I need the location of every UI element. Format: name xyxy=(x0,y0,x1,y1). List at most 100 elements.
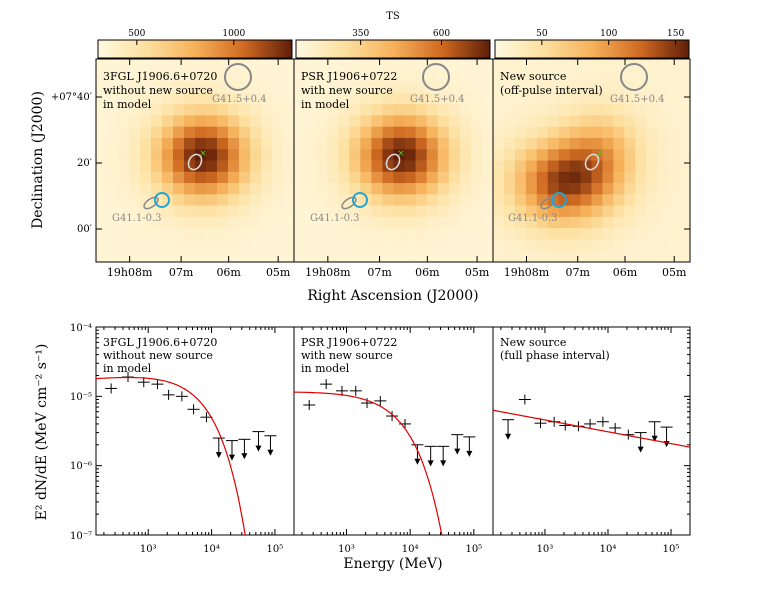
ts-pixel xyxy=(228,228,240,241)
ts-pixel xyxy=(580,239,593,252)
ts-pixel xyxy=(514,183,527,195)
ts-pixel xyxy=(272,216,284,229)
ts-pixel xyxy=(206,137,218,150)
ts-pixel xyxy=(338,137,350,150)
sed-frame-3 xyxy=(492,326,691,536)
ts-pixel xyxy=(580,183,593,195)
ts-pixel xyxy=(173,59,185,71)
ts-pixel xyxy=(129,228,141,241)
ts-pixel xyxy=(624,70,636,83)
ts-pixel xyxy=(514,137,527,150)
ts-pixel xyxy=(250,92,262,105)
ts-pixel xyxy=(294,228,306,241)
ts-pixel xyxy=(162,115,174,128)
ts-pixel xyxy=(349,239,361,252)
ts-pixel xyxy=(536,59,549,71)
ts-pixel xyxy=(96,171,108,184)
ts-pixel xyxy=(448,59,461,71)
ts-pixel xyxy=(536,171,549,184)
ts-pixel xyxy=(404,137,417,150)
ts-pixel xyxy=(569,126,582,139)
sed-upper-limit-arrow xyxy=(454,448,461,455)
ts-pixel xyxy=(635,115,647,128)
ts-pixel xyxy=(272,104,284,116)
ts-pixel xyxy=(349,115,361,128)
ts-pixel xyxy=(558,194,571,207)
ts-pixel xyxy=(514,160,527,173)
ts-pixel xyxy=(646,205,658,218)
ts-pixel xyxy=(349,160,361,173)
ts-pixel xyxy=(602,70,614,83)
ts-pixel xyxy=(668,70,680,83)
ts-pixel xyxy=(96,92,108,105)
ts-pixel xyxy=(250,137,262,150)
ts-pixel xyxy=(184,115,196,128)
sed-model-curve xyxy=(294,391,443,535)
ts-pixel xyxy=(558,104,571,116)
ts-pixel xyxy=(305,171,317,184)
ts-pixel xyxy=(493,126,505,139)
ts-pixel xyxy=(657,92,669,105)
ts-pixel xyxy=(184,81,196,94)
ts-pixel xyxy=(514,115,527,128)
ts-pixel xyxy=(493,250,505,262)
ts-pixel xyxy=(569,81,582,94)
ts-pixel xyxy=(173,183,185,195)
ts-pixel xyxy=(305,239,317,252)
ts-pixel xyxy=(294,171,306,184)
ts-pixel xyxy=(371,126,384,139)
ts-pixel xyxy=(613,137,625,150)
colorbar-tick-label: 100 xyxy=(600,29,617,39)
ts-pixel xyxy=(382,228,395,241)
ts-pixel xyxy=(184,205,196,218)
ts-pixel xyxy=(316,137,328,150)
ts-pixel xyxy=(96,126,108,139)
ts-pixel xyxy=(294,92,306,105)
ts-pixel xyxy=(624,115,636,128)
ts-pixel xyxy=(239,115,251,128)
ts-pixel xyxy=(558,81,571,94)
sed-panel-2-marks xyxy=(294,379,476,535)
ts-pixel xyxy=(426,92,439,105)
ts-pixel xyxy=(547,149,560,162)
ts-pixel xyxy=(338,104,350,116)
ts-pixel xyxy=(602,216,614,229)
ts-pixel xyxy=(646,115,658,128)
snr-circle-top xyxy=(422,63,450,91)
ts-pixel xyxy=(162,92,174,105)
ts-pixel xyxy=(118,194,130,207)
source-circle xyxy=(551,192,567,208)
ts-pixel xyxy=(569,115,582,128)
ts-pixel xyxy=(327,239,339,252)
ts-pixel xyxy=(679,59,690,71)
ts-pixel xyxy=(228,126,240,139)
ts-pixel xyxy=(261,126,273,139)
ts-pixel xyxy=(349,81,361,94)
ts-pixel xyxy=(503,228,516,241)
ts-pixel xyxy=(481,149,493,162)
ts-pixel xyxy=(195,59,207,71)
ts-pixel xyxy=(140,239,152,252)
ts-pixel xyxy=(96,250,108,262)
ts-pixel xyxy=(493,137,505,150)
ts-pixel xyxy=(657,160,669,173)
ts-pixel xyxy=(217,171,229,184)
ts-pixel xyxy=(448,250,461,262)
ts-pixel xyxy=(437,250,450,262)
ts-pixel xyxy=(239,228,251,241)
ts-pixel xyxy=(140,81,152,94)
ts-pixel xyxy=(459,183,472,195)
ts-pixel xyxy=(173,149,185,162)
ts-pixel xyxy=(415,250,428,262)
ts-pixel xyxy=(426,194,439,207)
ts-pixel xyxy=(459,81,472,94)
ts-pixel xyxy=(404,228,417,241)
ts-pixel xyxy=(327,81,339,94)
ts-pixel xyxy=(558,126,571,139)
ts-pixel xyxy=(426,115,439,128)
ts-pixel xyxy=(107,59,119,71)
ts-pixel xyxy=(129,194,141,207)
ts-pixel xyxy=(404,81,417,94)
ts-pixel xyxy=(481,160,493,173)
ts-pixel xyxy=(437,115,450,128)
